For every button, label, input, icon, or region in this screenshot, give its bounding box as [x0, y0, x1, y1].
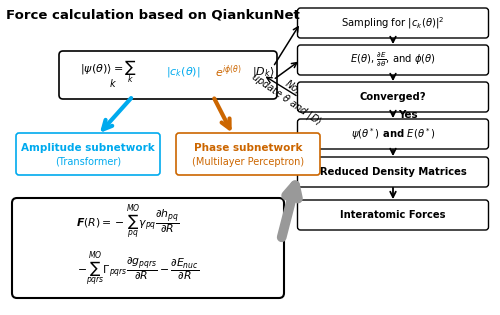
Text: (Transformer): (Transformer): [55, 157, 121, 167]
Text: Amplitude subnetwork: Amplitude subnetwork: [21, 143, 155, 153]
Text: $\boldsymbol{F}(R) = -\sum_{pq}^{MO}\gamma_{pq}\dfrac{\partial h_{pq}}{\partial : $\boldsymbol{F}(R) = -\sum_{pq}^{MO}\gam…: [76, 204, 180, 242]
Text: Force calculation based on QiankunNet: Force calculation based on QiankunNet: [6, 9, 300, 22]
Text: $|D_k\rangle$: $|D_k\rangle$: [252, 65, 274, 79]
Text: $E(\theta)$, $\frac{\partial E}{\partial\theta}$, and $\phi(\theta)$: $E(\theta)$, $\frac{\partial E}{\partial…: [350, 51, 436, 69]
Text: Reduced Density Matrices: Reduced Density Matrices: [320, 167, 466, 177]
Text: Interatomic Forces: Interatomic Forces: [340, 210, 446, 220]
Text: $|\psi(\theta)\rangle = \sum_k$: $|\psi(\theta)\rangle = \sum_k$: [80, 59, 136, 85]
Text: (Multilayer Perceptron): (Multilayer Perceptron): [192, 157, 304, 167]
Text: $-\sum_{pqrs}^{MO}\Gamma_{pqrs}\dfrac{\partial g_{pqrs}}{\partial R}-\dfrac{\par: $-\sum_{pqrs}^{MO}\Gamma_{pqrs}\dfrac{\p…: [77, 250, 199, 289]
Text: $|c_k(\theta)|$: $|c_k(\theta)|$: [166, 65, 200, 79]
Text: $k$: $k$: [109, 77, 117, 89]
Text: Converged?: Converged?: [360, 92, 426, 102]
FancyBboxPatch shape: [298, 82, 488, 112]
Text: No,: No,: [284, 78, 302, 96]
FancyBboxPatch shape: [298, 200, 488, 230]
Text: $e^{i\phi(\theta)}$: $e^{i\phi(\theta)}$: [214, 64, 242, 80]
FancyBboxPatch shape: [298, 157, 488, 187]
FancyBboxPatch shape: [298, 8, 488, 38]
FancyBboxPatch shape: [298, 45, 488, 75]
Text: $\psi(\theta^*)$ and $E(\theta^*)$: $\psi(\theta^*)$ and $E(\theta^*)$: [350, 126, 436, 142]
FancyBboxPatch shape: [16, 133, 160, 175]
FancyBboxPatch shape: [176, 133, 320, 175]
Text: Yes: Yes: [398, 110, 417, 119]
FancyBboxPatch shape: [298, 119, 488, 149]
Text: Sampling for $|c_k(\theta)|^2$: Sampling for $|c_k(\theta)|^2$: [342, 15, 444, 31]
FancyBboxPatch shape: [59, 51, 277, 99]
Text: update $\theta$ and $|D\rangle$: update $\theta$ and $|D\rangle$: [248, 69, 324, 129]
FancyBboxPatch shape: [12, 198, 284, 298]
Text: Phase subnetwork: Phase subnetwork: [194, 143, 302, 153]
